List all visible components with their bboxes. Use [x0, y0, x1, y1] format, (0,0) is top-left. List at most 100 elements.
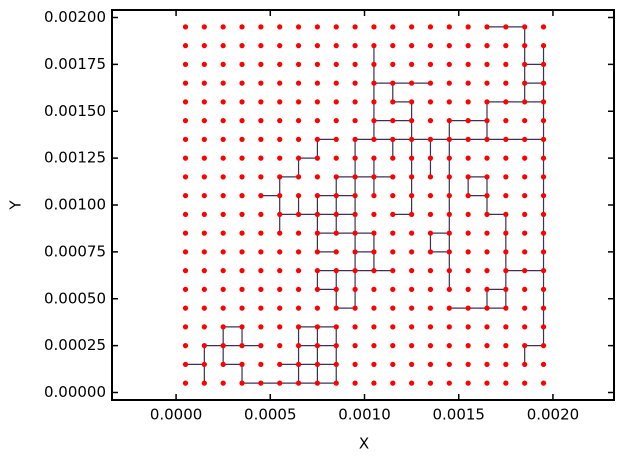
point — [371, 174, 377, 180]
point — [390, 24, 396, 30]
point — [409, 43, 415, 49]
point — [182, 380, 189, 386]
point — [258, 43, 264, 49]
point — [314, 118, 320, 124]
point — [484, 380, 490, 386]
point — [182, 61, 189, 67]
x-tick-label: 0.0000 — [150, 406, 203, 424]
point — [540, 99, 547, 105]
point — [258, 80, 264, 86]
point — [390, 230, 396, 236]
point — [333, 174, 339, 180]
point — [503, 24, 509, 30]
point — [371, 24, 377, 30]
point — [295, 136, 302, 142]
point — [409, 324, 415, 330]
point — [390, 324, 396, 330]
point — [201, 174, 207, 180]
point — [220, 43, 226, 49]
point — [182, 305, 189, 311]
point — [201, 230, 207, 236]
point — [446, 305, 452, 311]
point — [371, 249, 377, 255]
point — [371, 286, 377, 292]
point — [201, 43, 207, 49]
point — [295, 324, 302, 330]
point — [239, 361, 245, 367]
point — [503, 361, 509, 367]
point — [540, 80, 547, 86]
point — [333, 324, 339, 330]
point — [427, 43, 434, 49]
point — [220, 174, 226, 180]
point — [522, 305, 528, 311]
point — [295, 118, 302, 124]
point — [314, 61, 320, 67]
point — [427, 99, 434, 105]
point — [484, 80, 490, 86]
point — [333, 193, 339, 199]
point — [314, 268, 320, 274]
point — [201, 80, 207, 86]
point — [446, 230, 452, 236]
point — [390, 136, 396, 142]
point — [352, 361, 358, 367]
point — [314, 155, 320, 161]
point — [295, 380, 302, 386]
point — [522, 286, 528, 292]
point — [465, 193, 471, 199]
point — [352, 230, 358, 236]
point — [258, 268, 264, 274]
point — [484, 99, 490, 105]
point — [239, 249, 245, 255]
point — [239, 230, 245, 236]
point — [446, 174, 452, 180]
point — [314, 24, 320, 30]
point — [371, 99, 377, 105]
point — [277, 174, 283, 180]
point — [465, 24, 471, 30]
point — [427, 80, 434, 86]
point — [409, 286, 415, 292]
point — [503, 43, 509, 49]
point — [201, 24, 207, 30]
point — [201, 211, 207, 217]
point — [258, 230, 264, 236]
point — [427, 136, 434, 142]
point — [258, 380, 264, 386]
point — [540, 118, 547, 124]
point — [220, 286, 226, 292]
point — [277, 61, 283, 67]
point — [182, 155, 189, 161]
point — [540, 211, 547, 217]
point — [371, 343, 377, 349]
point — [465, 249, 471, 255]
point — [540, 174, 547, 180]
point — [503, 211, 509, 217]
point — [427, 61, 434, 67]
point — [465, 155, 471, 161]
point — [503, 286, 509, 292]
point — [446, 155, 452, 161]
point — [465, 80, 471, 86]
point — [220, 155, 226, 161]
point — [371, 61, 377, 67]
point — [352, 268, 358, 274]
point — [484, 136, 490, 142]
point — [409, 380, 415, 386]
point — [465, 380, 471, 386]
point — [503, 230, 509, 236]
point — [409, 80, 415, 86]
point — [314, 380, 320, 386]
point — [484, 361, 490, 367]
point — [522, 174, 528, 180]
point — [239, 99, 245, 105]
point — [522, 118, 528, 124]
point — [371, 43, 377, 49]
point — [220, 136, 226, 142]
point — [522, 136, 528, 142]
point — [277, 211, 283, 217]
point — [333, 343, 339, 349]
point — [182, 43, 189, 49]
point — [484, 286, 490, 292]
